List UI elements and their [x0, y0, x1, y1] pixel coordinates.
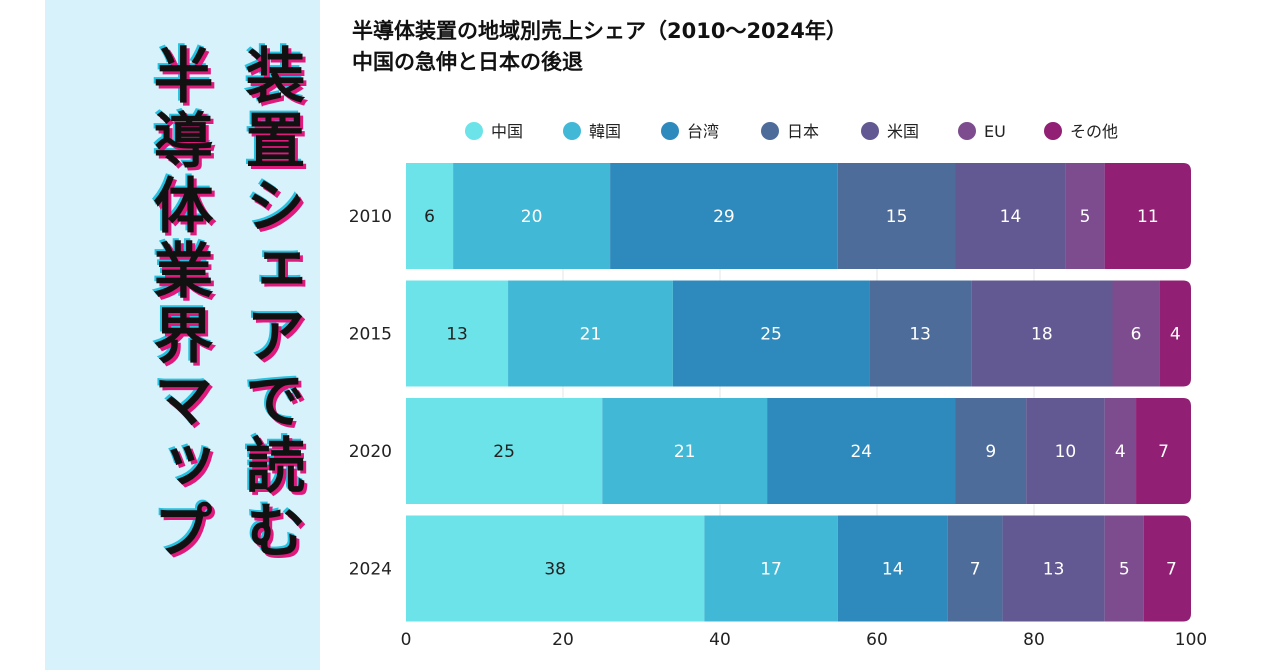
x-tick-label-5: 100 — [1175, 630, 1207, 650]
data-label-2020-5: 4 — [1115, 442, 1126, 462]
legend-marker-2 — [661, 122, 679, 140]
chart-legend: 中国 韓国 台湾 日本 米国 EU その他 — [465, 122, 1118, 141]
bar-segment-2020-6 — [1136, 398, 1191, 504]
data-label-2020-0: 25 — [493, 442, 515, 462]
chart-title: 半導体装置の地域別売上シェア（2010〜2024年） — [352, 19, 847, 43]
data-label-2024-1: 17 — [760, 560, 782, 580]
data-label-2010-3: 15 — [886, 207, 908, 227]
legend-label-5: EU — [984, 122, 1006, 141]
bar-segment-2010-2 — [610, 163, 838, 269]
y-tick-label-2010: 2010 — [349, 207, 392, 227]
data-label-2015-0: 13 — [446, 325, 468, 345]
bar-segment-2015-0 — [406, 280, 509, 387]
bar-row-2020 — [406, 398, 1191, 504]
bar-segment-2010-4 — [955, 163, 1066, 269]
bar-segment-2015-3 — [869, 280, 972, 387]
bar-segment-2024-5 — [1104, 515, 1144, 622]
data-label-2020-4: 10 — [1055, 442, 1077, 462]
x-tick-label-3: 60 — [866, 630, 888, 650]
data-label-2020-6: 7 — [1158, 442, 1169, 462]
legend-label-6: その他 — [1070, 122, 1118, 141]
bar-segment-2015-6 — [1159, 280, 1191, 387]
bar-segment-2020-1 — [602, 398, 768, 504]
chart-subtitle: 中国の急伸と日本の後退 — [352, 50, 583, 74]
legend-marker-1 — [563, 122, 581, 140]
data-label-2015-3: 13 — [909, 325, 931, 345]
bar-segment-2024-3 — [947, 515, 1003, 622]
x-tick-label-4: 80 — [1023, 630, 1045, 650]
data-label-2010-1: 20 — [521, 207, 543, 227]
bar-segment-2015-2 — [672, 280, 870, 387]
bar-segment-2010-6 — [1104, 163, 1191, 269]
data-label-2020-3: 9 — [985, 442, 996, 462]
data-label-2020-1: 21 — [674, 442, 696, 462]
data-label-2015-2: 25 — [760, 325, 782, 345]
data-label-2024-5: 5 — [1119, 560, 1130, 580]
y-axis: 2010 2015 2020 2024 — [349, 207, 392, 580]
x-axis: 0 20 40 60 80 100 — [401, 630, 1208, 650]
x-tick-label-2: 40 — [709, 630, 731, 650]
bar-segment-2020-3 — [955, 398, 1027, 504]
legend-marker-3 — [761, 122, 779, 140]
side-panel: 装置シェアで読む 半導体業界マップ — [45, 0, 320, 670]
bar-row-2024 — [406, 515, 1191, 622]
legend-marker-5 — [958, 122, 976, 140]
legend-label-4: 米国 — [887, 122, 919, 141]
bar-segment-2010-0 — [406, 163, 454, 269]
legend-label-2: 台湾 — [687, 122, 719, 141]
side-title-line-1: 半導体業界マップ — [143, 44, 213, 564]
chart-bars: 6 20 29 15 14 5 11 13 21 25 13 18 6 4 25 21 24 9 10 4 7 38 17 1… — [406, 163, 1191, 622]
data-label-2010-5: 5 — [1080, 207, 1091, 227]
data-label-2015-1: 21 — [580, 325, 602, 345]
bar-segment-2015-4 — [971, 280, 1113, 387]
data-label-2010-6: 11 — [1137, 207, 1159, 227]
bar-segment-2015-1 — [508, 280, 673, 387]
legend-marker-6 — [1044, 122, 1062, 140]
y-tick-label-2024: 2024 — [349, 560, 392, 580]
data-label-2020-2: 24 — [850, 442, 872, 462]
side-title-line-2: 装置シェアで読む — [235, 44, 305, 564]
data-label-2010-4: 14 — [1000, 207, 1022, 227]
bar-row-2010 — [406, 163, 1191, 269]
x-tick-label-0: 0 — [401, 630, 412, 650]
legend-label-3: 日本 — [787, 122, 819, 141]
bar-segment-2024-1 — [704, 515, 838, 622]
data-label-2015-4: 18 — [1031, 325, 1053, 345]
bar-row-2015 — [406, 280, 1191, 387]
bar-segment-2020-4 — [1026, 398, 1105, 504]
y-tick-label-2015: 2015 — [349, 325, 392, 345]
bar-segment-2020-5 — [1104, 398, 1137, 504]
bar-segment-2024-2 — [837, 515, 948, 622]
bar-segment-2024-6 — [1143, 515, 1191, 622]
data-label-2010-0: 6 — [424, 207, 435, 227]
y-tick-label-2020: 2020 — [349, 442, 392, 462]
data-label-2010-2: 29 — [713, 207, 735, 227]
legend-marker-4 — [861, 122, 879, 140]
data-label-2024-2: 14 — [882, 560, 904, 580]
bar-segment-2024-4 — [1002, 515, 1105, 622]
data-label-2024-0: 38 — [544, 560, 566, 580]
chart-title-block: 半導体装置の地域別売上シェア（2010〜2024年） 中国の急伸と日本の後退 — [352, 16, 847, 78]
bar-segment-2010-3 — [837, 163, 956, 269]
data-label-2024-4: 13 — [1043, 560, 1065, 580]
legend-label-1: 韓国 — [589, 122, 621, 141]
data-label-2024-3: 7 — [970, 560, 981, 580]
bar-segment-2010-1 — [453, 163, 611, 269]
bar-segment-2010-5 — [1065, 163, 1105, 269]
legend-label-0: 中国 — [491, 122, 523, 141]
data-label-2015-5: 6 — [1131, 325, 1142, 345]
bar-segment-2020-2 — [767, 398, 956, 504]
bar-segment-2015-5 — [1112, 280, 1160, 387]
legend-marker-0 — [465, 122, 483, 140]
bar-segment-2024-0 — [406, 515, 705, 622]
x-tick-label-1: 20 — [552, 630, 574, 650]
data-label-2024-6: 7 — [1166, 560, 1177, 580]
data-label-2015-6: 4 — [1170, 325, 1181, 345]
bar-segment-2020-0 — [406, 398, 603, 504]
